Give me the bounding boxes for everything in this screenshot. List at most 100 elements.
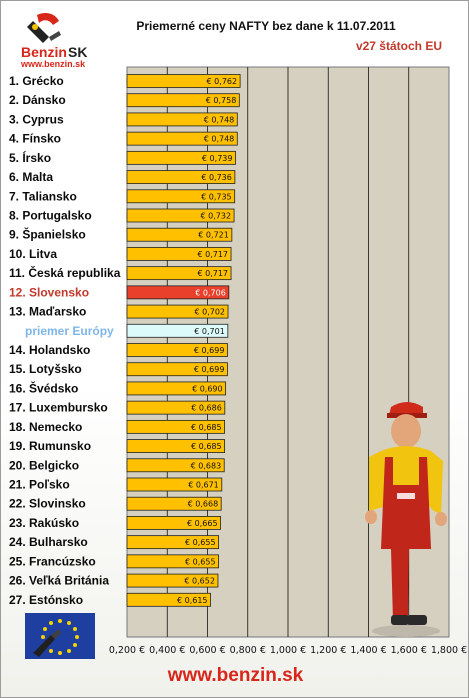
bar	[126, 439, 226, 453]
x-tick-label: 0,800 €	[230, 645, 266, 656]
bar	[126, 247, 232, 261]
logo-sk-text: SK	[68, 44, 88, 60]
chart-subtitle: v27 štátoch EU	[355, 39, 442, 53]
bar-value-label: € 0,735	[201, 192, 232, 201]
fuel-attendant-mascot	[365, 402, 447, 637]
country-label: 8. Portugalsko	[9, 209, 92, 223]
bar-value-label: € 0,702	[194, 308, 225, 317]
average-bar	[126, 323, 229, 338]
x-tick-label: 1,600 €	[391, 645, 427, 656]
bar	[126, 170, 236, 184]
country-label: 13. Maďarsko	[9, 305, 86, 319]
bar	[126, 554, 219, 569]
bar-value-label: € 0,655	[185, 557, 216, 566]
bar-value-label: € 0,655	[185, 538, 216, 547]
bar-value-label: € 0,685	[191, 442, 222, 451]
country-label: 23. Rakúsko	[9, 516, 79, 530]
country-label: 2. Dánsko	[9, 93, 66, 107]
bar	[126, 150, 236, 165]
bar-value-label: € 0,762	[207, 77, 238, 86]
country-label: 19. Rumunsko	[9, 439, 91, 453]
bar-value-label: € 0,732	[201, 212, 232, 221]
bar	[126, 381, 227, 396]
country-label: 16. Švédsko	[9, 380, 78, 395]
bar	[126, 112, 238, 127]
bar	[126, 208, 235, 223]
bar-value-label: € 0,739	[202, 154, 233, 163]
bar	[126, 362, 228, 377]
country-label: 10. Litva	[9, 247, 57, 261]
bar	[126, 343, 228, 357]
country-label: 25. Francúzsko	[9, 554, 96, 568]
bar	[126, 516, 221, 530]
bar	[126, 74, 241, 88]
bar-value-label: € 0,721	[198, 231, 229, 240]
bar-value-label: € 0,736	[201, 173, 232, 182]
bar-value-label: € 0,668	[188, 500, 219, 509]
bar-value-label: € 0,748	[204, 115, 235, 124]
bar	[126, 400, 226, 415]
country-label: 20. Belgicko	[9, 458, 79, 472]
bar-value-label: € 0,683	[191, 461, 222, 470]
bar	[126, 573, 219, 588]
country-label: 26. Veľká Británia	[9, 574, 109, 588]
country-label: 5. Írsko	[9, 150, 51, 165]
bar	[126, 189, 236, 204]
country-label: 11. Česká republika	[9, 265, 121, 280]
bar-value-label: € 0,615	[177, 596, 208, 605]
country-label: 14. Holandsko	[9, 343, 90, 357]
bar	[126, 285, 230, 300]
bar	[126, 535, 219, 550]
country-label: 12. Slovensko	[9, 285, 89, 299]
x-tick-label: 0,200 €	[109, 645, 145, 656]
bar	[126, 458, 225, 473]
benzin-sk-logo[interactable]: Benzin SK www.benzin.sk	[15, 11, 95, 69]
bar	[126, 419, 226, 434]
chart-title: Priemerné ceny NAFTY bez dane k 11.07.20…	[136, 19, 396, 33]
country-label: 3. Cyprus	[9, 112, 64, 126]
country-label: 24. Bulharsko	[9, 535, 88, 549]
x-tick-label: 0,400 €	[149, 645, 185, 656]
bar-value-label: € 0,671	[188, 481, 219, 490]
bar-value-label: € 0,717	[197, 269, 228, 278]
country-label: 1. Grécko	[9, 74, 64, 88]
footer-url[interactable]: www.benzin.sk	[167, 665, 304, 686]
x-tick-label: 1,400 €	[350, 645, 386, 656]
x-tick-label: 0,600 €	[189, 645, 225, 656]
bar	[126, 592, 211, 607]
bar-value-label: € 0,699	[194, 365, 225, 374]
country-label: 6. Malta	[9, 170, 53, 184]
country-label: 15. Lotyšsko	[9, 362, 82, 376]
country-label: 22. Slovinsko	[9, 497, 86, 511]
bar-value-label: € 0,701	[194, 327, 225, 336]
bar	[126, 266, 232, 281]
logo-url-text: www.benzin.sk	[21, 59, 86, 69]
logo-benzin-text: Benzin	[21, 44, 67, 60]
country-label: priemer Európy	[25, 324, 114, 338]
bar-value-label: € 0,652	[184, 577, 215, 586]
bar-value-label: € 0,706	[195, 288, 226, 297]
x-tick-label: 1,800 €	[431, 645, 467, 656]
fuel-nozzle-icon	[27, 13, 61, 43]
eu-flag-pump-icon	[25, 613, 95, 659]
country-label: 21. Poľsko	[9, 478, 70, 492]
country-label: 4. Fínsko	[9, 132, 61, 146]
bar-value-label: € 0,748	[204, 135, 235, 144]
bar	[126, 304, 229, 319]
bar-value-label: € 0,665	[187, 519, 218, 528]
x-tick-label: 1,000 €	[270, 645, 306, 656]
country-label: 17. Luxembursko	[9, 401, 108, 415]
bar-value-label: € 0,758	[206, 96, 237, 105]
bar	[126, 227, 233, 242]
country-label: 18. Nemecko	[9, 420, 82, 434]
bar	[126, 131, 238, 146]
bar-value-label: € 0,717	[197, 250, 228, 259]
bar-value-label: € 0,699	[194, 346, 225, 355]
bar	[126, 93, 240, 108]
country-label: 27. Estónsko	[9, 593, 83, 607]
bar	[126, 496, 222, 511]
bar	[126, 477, 223, 492]
bar-value-label: € 0,690	[192, 384, 223, 393]
x-tick-label: 1,200 €	[310, 645, 346, 656]
